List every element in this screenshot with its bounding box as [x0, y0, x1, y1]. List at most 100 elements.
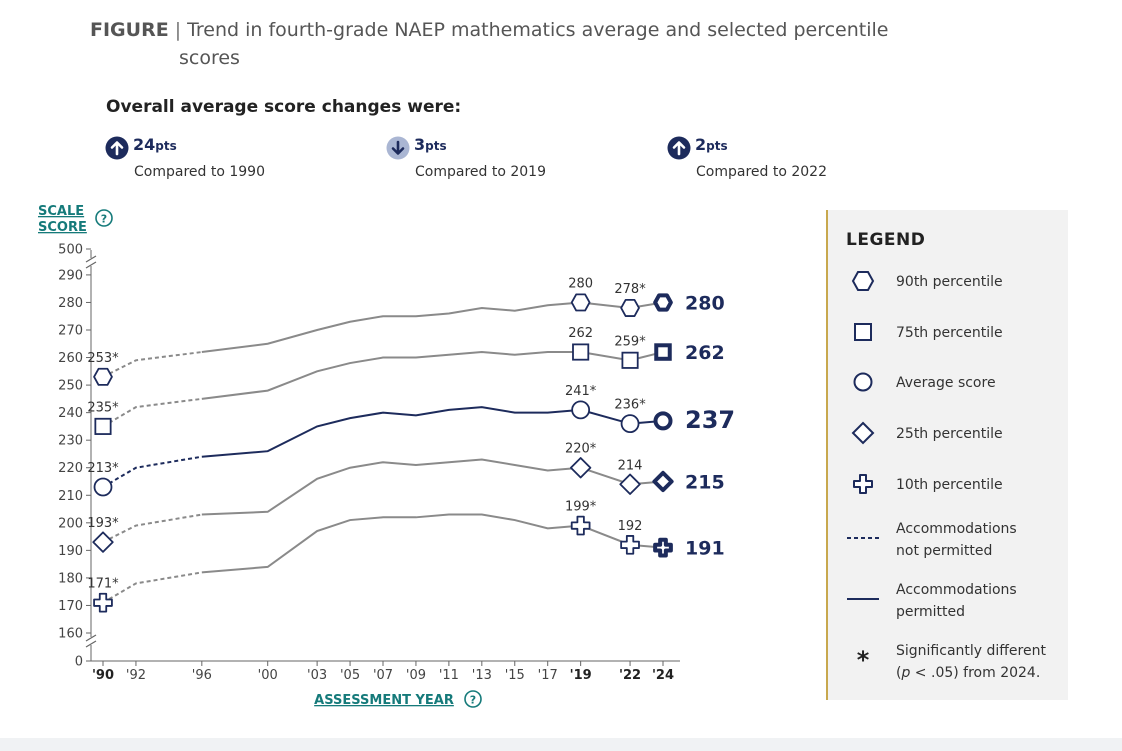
y-tick-label: 270: [58, 324, 83, 339]
axis-break-mark: [85, 640, 97, 648]
data-label-2024: 280: [685, 292, 725, 314]
data-label-2024: 191: [685, 538, 725, 560]
bottom-band: [0, 738, 1122, 751]
data-point-marker: [620, 414, 640, 434]
arrow-down-circle-icon: [386, 136, 410, 160]
data-point-marker: [620, 298, 640, 317]
y-tick-label: 200: [58, 516, 83, 531]
legend-title: LEGEND: [846, 230, 926, 250]
square-icon: [854, 323, 872, 341]
data-label: 192: [618, 519, 643, 534]
x-tick-label: '22: [619, 668, 641, 683]
x-tick-label: '92: [126, 668, 146, 683]
series-line-dashed: [102, 397, 202, 428]
x-tick-label: '07: [373, 668, 393, 683]
y-tick-label: 170: [58, 599, 83, 614]
data-point-marker: [93, 592, 113, 613]
data-point-marker: [619, 473, 641, 495]
data-label: 214: [618, 458, 643, 473]
x-tick-label: '19: [570, 668, 592, 683]
help-icon-glyph: ?: [101, 213, 107, 226]
data-label: 171*: [87, 577, 119, 592]
figure-title: FIGURE | Trend in fourth-grade NAEP mathem…: [90, 16, 890, 72]
x-tick-label: '03: [307, 668, 327, 683]
svg-text:*: *: [857, 646, 870, 670]
data-label: 193*: [87, 516, 119, 531]
dashed-line-icon: [847, 537, 879, 539]
data-point-marker: [569, 457, 592, 479]
asterisk-icon: *: [857, 646, 870, 670]
legend-label-line: Accommodations: [896, 521, 1017, 537]
legend-label: 75th percentile: [896, 325, 1003, 341]
y-tick-label: 160: [58, 627, 83, 642]
y-tick-label: 210: [58, 489, 83, 504]
y-tick-label: 190: [58, 544, 83, 559]
hexagon-icon: [851, 271, 875, 291]
change-compared: Compared to 2022: [696, 164, 827, 180]
legend-label-line: Accommodations: [896, 582, 1017, 598]
data-label: 262: [568, 326, 593, 341]
data-point-marker: [93, 367, 113, 386]
y-tick-label: 180: [58, 571, 83, 586]
axis-break-mark: [85, 261, 97, 269]
data-point-marker: [652, 470, 674, 493]
legend-label: Accommodations not permitted: [896, 518, 1066, 562]
data-label: 253*: [87, 351, 119, 366]
y-tick-label: 260: [58, 351, 83, 366]
legend-label-line: Significantly different: [896, 643, 1046, 659]
data-point-marker: [93, 477, 113, 497]
data-label: 259*: [614, 334, 646, 349]
solid-line-icon: [847, 598, 879, 600]
data-point-marker: [94, 417, 112, 435]
series-line-dashed: [102, 455, 202, 488]
data-label: 241*: [565, 384, 597, 399]
series-line-solid: [201, 458, 581, 516]
data-point-marker: [653, 411, 673, 431]
summary-heading: Overall average score changes were:: [106, 97, 462, 117]
help-icon: [464, 690, 482, 708]
diamond-icon: [851, 421, 875, 445]
cross-icon: [853, 474, 873, 494]
x-tick-label: '09: [406, 668, 426, 683]
legend-label: 10th percentile: [896, 477, 1003, 493]
y-axis-title: SCALE: [38, 204, 84, 219]
data-label: 199*: [565, 500, 597, 515]
x-tick-label: '17: [538, 668, 558, 683]
series-line-solid: [201, 351, 581, 400]
x-tick-label: '96: [192, 668, 212, 683]
series-line-dashed: [102, 571, 202, 604]
y-tick-label: 250: [58, 379, 83, 394]
x-tick-label: '90: [92, 668, 114, 683]
data-point-marker: [620, 535, 640, 555]
x-axis-title: ASSESSMENT YEAR: [314, 693, 454, 708]
change-value: 2: [695, 135, 707, 154]
data-point-marker: [570, 293, 591, 312]
data-label-2024: 262: [685, 342, 725, 364]
axis-break-mark: [85, 255, 97, 263]
x-tick-label: '11: [439, 668, 459, 683]
change-compared: Compared to 1990: [134, 164, 265, 180]
x-tick-label: '00: [258, 668, 278, 683]
y-tick-label: 280: [58, 296, 83, 311]
data-label: 278*: [614, 282, 646, 297]
title-separator: |: [174, 19, 182, 41]
y-tick-label: 500: [58, 243, 83, 258]
change-value: 24: [133, 135, 156, 154]
data-label-2024: 237: [685, 406, 735, 434]
series-line-solid: [201, 406, 581, 458]
change-value: 3: [414, 135, 426, 154]
axis-break-mark: [85, 634, 97, 642]
legend-label: Significantly different (p < .05) from 2…: [896, 640, 1066, 684]
series-line-solid: [201, 513, 581, 574]
series-line-dashed: [102, 513, 202, 543]
y-tick-label: 240: [58, 406, 83, 421]
series-line-dashed: [102, 351, 202, 378]
data-point-marker: [572, 343, 590, 361]
x-tick-label: '13: [472, 668, 492, 683]
data-point-marker: [653, 293, 673, 312]
data-label: 235*: [87, 400, 119, 415]
change-unit: pts: [155, 139, 177, 153]
y-tick-label: 290: [58, 268, 83, 283]
help-icon: [95, 209, 113, 227]
circle-icon: [853, 372, 873, 392]
